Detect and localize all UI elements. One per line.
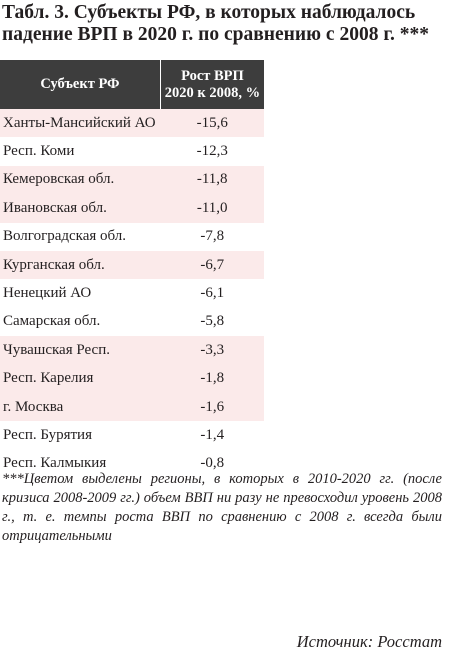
cell-subject: Ивановская обл.	[0, 194, 161, 223]
cell-subject: Респ. Коми	[0, 137, 161, 166]
cell-subject: Респ. Карелия	[0, 364, 161, 393]
cell-subject: г. Москва	[0, 392, 161, 422]
table-row: Ханты-Мансийский АО -15,6	[0, 109, 264, 138]
header-subject: Субъект РФ	[0, 60, 161, 109]
cell-subject: Ненецкий АО	[0, 279, 161, 308]
cell-growth-value: -7,8	[160, 222, 264, 251]
table-row: Кемеровская обл. -11,8	[0, 165, 264, 195]
cell-subject: Респ. Калмыкия	[0, 449, 161, 479]
table-title-line-1: Табл. 3. Субъекты РФ, в которых наблюдал…	[2, 2, 416, 23]
table-body: Ханты-Мансийский АО -15,6 Респ. Коми -12,3 К…	[0, 109, 264, 479]
cell-growth-value: -12,3	[160, 137, 264, 166]
header-growth-line-1: Рост ВРП	[181, 67, 244, 84]
cell-subject: Кемеровская обл.	[0, 165, 161, 195]
cell-subject: Самарская обл.	[0, 307, 161, 337]
cell-growth-value: -6,7	[160, 250, 264, 280]
cell-growth-value: -3,3	[160, 336, 264, 365]
footnote: ***Цветом выделены регионы, в которых в …	[2, 471, 442, 544]
header-growth: Рост ВРП 2020 к 2008, %	[160, 60, 264, 109]
cell-growth-value: -11,0	[160, 194, 264, 223]
table-row: г. Москва -1,6	[0, 392, 264, 422]
source-note: Источник: Росстат	[296, 632, 442, 651]
cell-growth-value: -0,8	[160, 449, 264, 479]
table-header-row: Субъект РФ Рост ВРП 2020 к 2008, %	[0, 60, 264, 109]
header-growth-line-2: 2020 к 2008, %	[164, 84, 261, 101]
table-row: Респ. Бурятия -1,4	[0, 421, 264, 450]
table-row: Чувашская Респ. -3,3	[0, 336, 264, 365]
cell-subject: Курганская обл.	[0, 250, 161, 280]
cell-growth-value: -15,6	[160, 109, 264, 138]
table-row: Курганская обл. -6,7	[0, 250, 264, 280]
cell-growth-value: -1,6	[160, 392, 264, 422]
table-title: Табл. 3. Субъекты РФ, в которых наблюдал…	[2, 2, 472, 46]
table-row: Самарская обл. -5,8	[0, 307, 264, 337]
cell-subject: Респ. Бурятия	[0, 421, 161, 450]
cell-subject: Ханты-Мансийский АО	[0, 109, 161, 138]
table-row: Респ. Калмыкия -0,8	[0, 449, 264, 479]
cell-growth-value: -1,8	[160, 364, 264, 393]
table-row: Ненецкий АО -6,1	[0, 279, 264, 308]
cell-growth-value: -11,8	[160, 165, 264, 195]
cell-growth-value: -5,8	[160, 307, 264, 337]
grp-decline-table: Субъект РФ Рост ВРП 2020 к 2008, % Ханты…	[0, 60, 264, 479]
table-row: Респ. Карелия -1,8	[0, 364, 264, 393]
header-subject-label: Субъект РФ	[40, 76, 120, 92]
cell-growth-value: -1,4	[160, 421, 264, 450]
table-row: Волгоградская обл. -7,8	[0, 222, 264, 251]
cell-subject: Чувашская Респ.	[0, 336, 161, 365]
cell-subject: Волгоградская обл.	[0, 222, 161, 251]
table-title-line-2: падение ВРП в 2020 г. по сравнению с 200…	[2, 24, 429, 45]
cell-growth-value: -6,1	[160, 279, 264, 308]
table-row: Респ. Коми -12,3	[0, 137, 264, 166]
table-row: Ивановская обл. -11,0	[0, 194, 264, 223]
